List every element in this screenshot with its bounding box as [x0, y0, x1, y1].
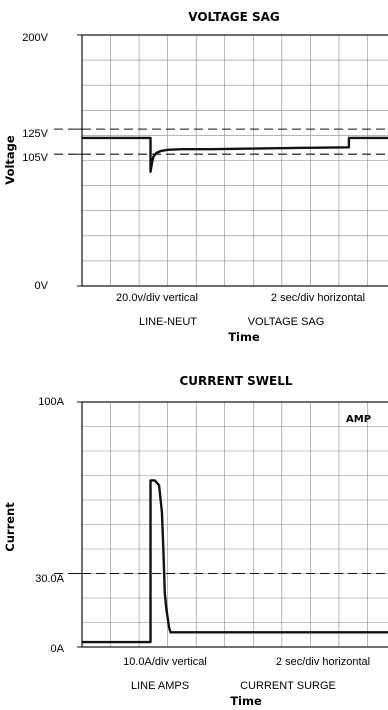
chart-title: VOLTAGE SAG	[188, 10, 279, 24]
y-axis-label: Current	[3, 502, 17, 552]
plot-grid	[77, 401, 388, 648]
event-label: CURRENT SURGE	[240, 680, 336, 692]
plot-grid	[77, 34, 388, 287]
x-axis-label: Time	[230, 694, 262, 708]
y-tick-label-0: 0V	[35, 280, 49, 292]
y-tick-label-105: 105V	[22, 152, 48, 164]
plot-frame	[81, 34, 388, 287]
current-series-line	[82, 479, 388, 644]
current-swell-chart: CURRENT SWELL AMP 100A 30.0A 0A Current …	[0, 355, 388, 710]
vertical-scale-note: 10.0A/div vertical	[123, 656, 207, 668]
plot-frame	[81, 401, 388, 648]
y-tick-label-125: 125V	[22, 128, 48, 140]
voltage-sag-chart: VOLTAGE SAG 200V 125V 105V 0V Voltage 20…	[3, 10, 388, 344]
channel-label: LINE-NEUT	[139, 316, 197, 328]
horizontal-scale-note: 2 sec/div horizontal	[271, 292, 365, 304]
horizontal-scale-note: 2 sec/div horizontal	[276, 656, 370, 668]
y-tick-label-30: 30.0A	[35, 573, 64, 585]
voltage-series-line	[82, 136, 388, 173]
vertical-scale-note: 20.0v/div vertical	[116, 292, 198, 304]
y-axis-label: Voltage	[3, 135, 17, 185]
reference-lines	[54, 128, 388, 155]
y-tick-label-200: 200V	[22, 32, 48, 44]
current-swell-svg: CURRENT SWELL AMP 100A 30.0A 0A Current …	[3, 374, 388, 708]
x-axis-label: Time	[228, 330, 260, 344]
channel-label: LINE AMPS	[131, 680, 189, 692]
y-tick-label-100: 100A	[38, 396, 64, 408]
corner-amp-label: AMP	[346, 414, 371, 425]
event-label: VOLTAGE SAG	[248, 316, 325, 328]
voltage-sag-svg: VOLTAGE SAG 200V 125V 105V 0V Voltage 20…	[3, 10, 388, 344]
chart-title: CURRENT SWELL	[179, 374, 292, 388]
y-tick-label-0: 0A	[51, 643, 65, 655]
